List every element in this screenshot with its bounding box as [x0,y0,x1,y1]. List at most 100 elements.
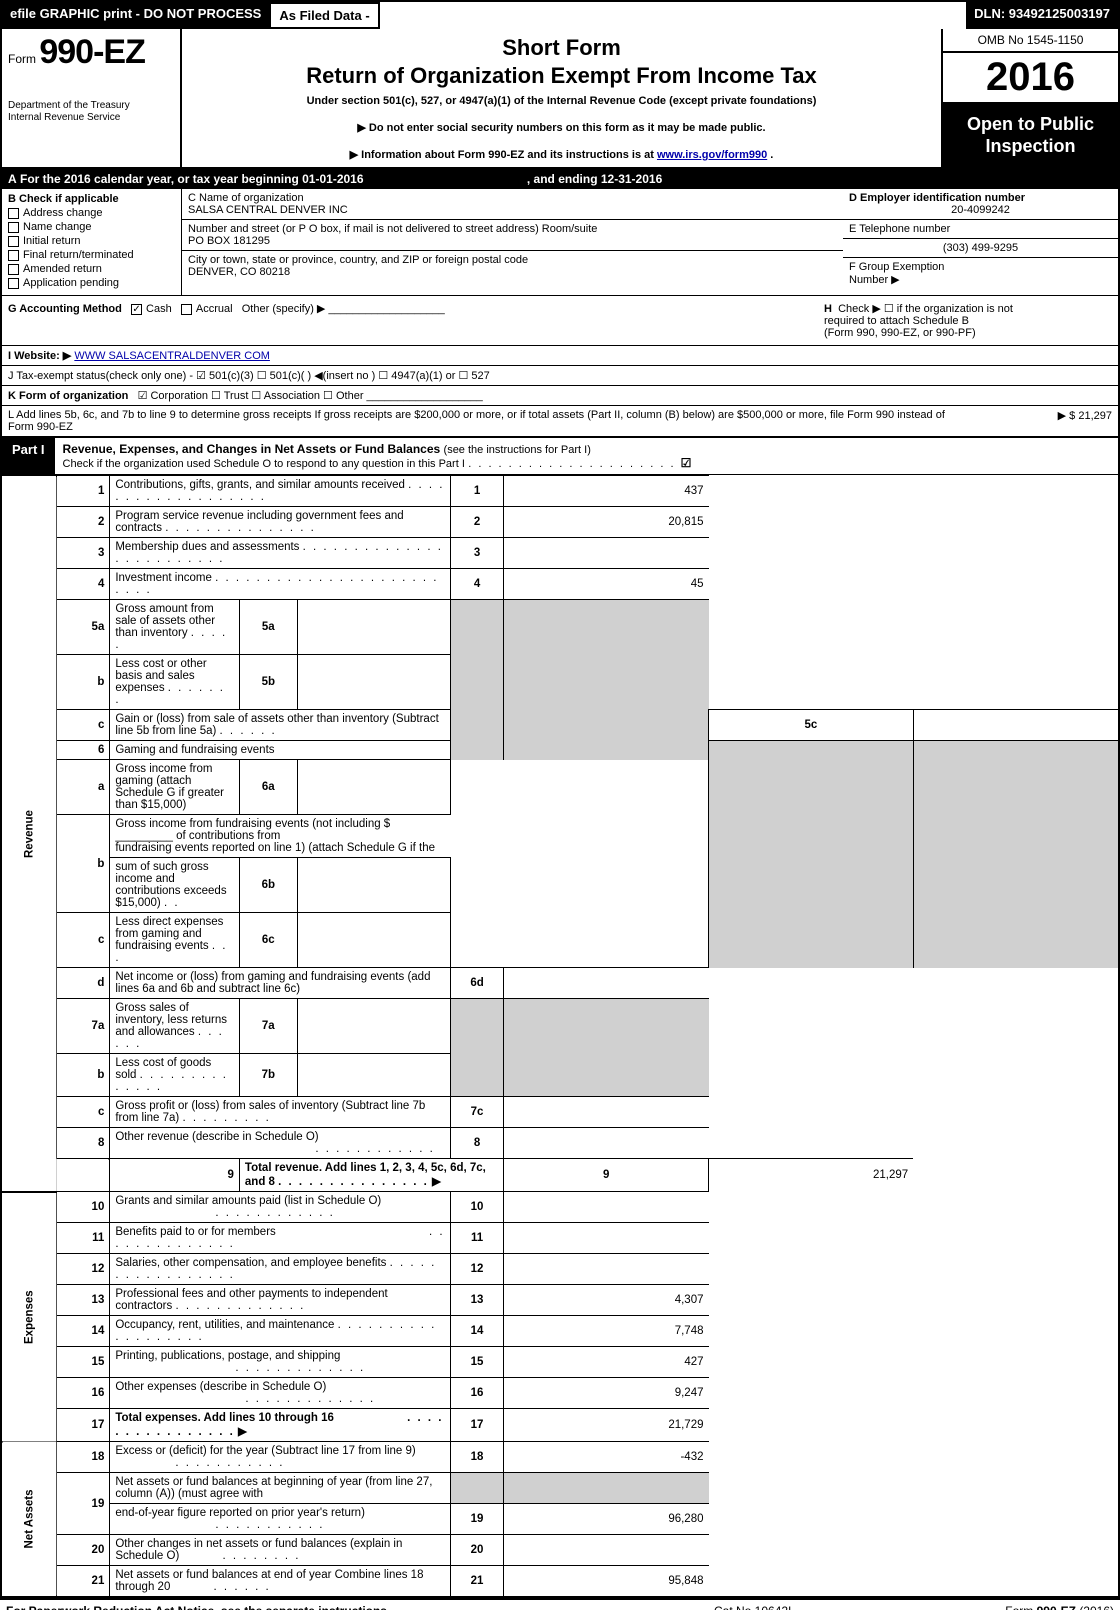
d-14: Occupancy, rent, utilities, and maintena… [115,1319,334,1331]
box-20: 20 [450,1535,504,1566]
amt-1: 437 [504,476,709,507]
header-col1: Form 990-EZ Department of the Treasury I… [2,29,182,167]
part1-sub: (see the instructions for Part I) [444,444,591,456]
box-16: 16 [450,1378,504,1409]
header-col3: OMB No 1545-1150 2016 Open to Public Ins… [943,29,1118,167]
notice-2-link[interactable]: www.irs.gov/form990 [657,149,767,161]
inbox-6a: 6a [239,760,297,815]
B-amended-return[interactable]: Amended return [8,263,175,275]
B-address-change[interactable]: Address change [8,207,175,219]
side-revenue: Revenue [2,476,56,1192]
row-14: 14 Occupancy, rent, utilities, and maint… [2,1316,1118,1347]
amt-6d [504,968,709,999]
d-12: Salaries, other compensation, and employ… [115,1257,386,1269]
footer-right-form: 990-EZ [1037,1604,1076,1610]
header-col2: Short Form Return of Organization Exempt… [182,29,943,167]
K-form-of-org: K Form of organization ☑ Corporation ☐ T… [2,386,1118,406]
side-expenses: Expenses [2,1192,56,1442]
n-13: 13 [56,1285,110,1316]
B-title: B Check if applicable [8,193,175,205]
B-title-text: Check if applicable [19,193,119,205]
n-9: 9 [110,1159,240,1192]
box-1: 1 [450,476,504,507]
amt-14: 7,748 [504,1316,709,1347]
inbox-6b: 6b [239,858,297,913]
d-18: Excess or (deficit) for the year (Subtra… [115,1445,415,1457]
G-accrual: Accrual [196,303,233,315]
box-10: 10 [450,1192,504,1223]
box-6d: 6d [450,968,504,999]
n-6b: b [56,815,110,913]
n-4: 4 [56,569,110,600]
form-990ez: efile GRAPHIC print - DO NOT PROCESS As … [0,0,1120,1598]
d-16: Other expenses (describe in Schedule O) [115,1381,326,1393]
form-prefix: Form [8,52,36,66]
n-3: 3 [56,538,110,569]
E-value: (303) 499-9295 [849,242,1112,254]
row-7a: 7a Gross sales of inventory, less return… [2,999,1118,1054]
row-7c: c Gross profit or (loss) from sales of i… [2,1097,1118,1128]
n-8: 8 [56,1128,110,1159]
notice-2-post: . [770,149,773,161]
B-initial-return[interactable]: Initial return [8,235,175,247]
C-street-label: Number and street (or P O box, if mail i… [188,223,837,235]
greyamt-5 [504,600,709,760]
L-amount: ▶ $ 21,297 [972,409,1112,433]
grey-19 [450,1473,504,1504]
B-name-change[interactable]: Name change [8,221,175,233]
E-phone: E Telephone number [843,220,1118,239]
footer-right-post: (2016) [1076,1604,1114,1610]
greyamt-6 [913,741,1118,968]
H-text1: Check ▶ ☐ if the organization is not [838,303,1013,315]
H-schedule-b: H Check ▶ ☐ if the organization is not r… [818,296,1118,345]
inbox-6c: 6c [239,913,297,968]
n-1: 1 [56,476,110,507]
row-13: 13 Professional fees and other payments … [2,1285,1118,1316]
grey-5 [450,600,504,760]
d-3: Membership dues and assessments [115,541,299,553]
I-link[interactable]: WWW SALSACENTRALDENVER COM [74,350,270,362]
n-11: 11 [56,1223,110,1254]
H-label: H [824,303,832,315]
inboxval-7a [297,999,450,1054]
E-label: E Telephone number [849,223,950,235]
part1-check: Check if the organization used Schedule … [63,458,465,470]
amt-21: 95,848 [504,1566,709,1597]
inbox-5a: 5a [239,600,297,655]
box-3: 3 [450,538,504,569]
D-value: 20-4099242 [849,204,1112,216]
d-8: Other revenue (describe in Schedule O) [115,1131,318,1143]
G-cash-cb[interactable] [131,304,142,315]
n-20: 20 [56,1535,110,1566]
amt-16: 9,247 [504,1378,709,1409]
d-11: Benefits paid to or for members [115,1226,275,1238]
footer-right: Form 990-EZ (2016) [934,1604,1114,1610]
C-street: Number and street (or P O box, if mail i… [182,220,843,251]
grey-6 [709,741,914,968]
B-application-pending[interactable]: Application pending [8,277,175,289]
n-5b: b [56,655,110,710]
d-6b-1: Gross income from fundraising events (no… [115,818,390,830]
d-5c: Gain or (loss) from sale of assets other… [115,713,438,737]
G-accrual-cb[interactable] [181,304,192,315]
form-header: Form 990-EZ Department of the Treasury I… [2,29,1118,169]
row-19b: end-of-year figure reported on prior yea… [2,1504,1118,1535]
d-15: Printing, publications, postage, and shi… [115,1350,340,1362]
box-9: 9 [504,1159,709,1192]
amt-11 [504,1223,709,1254]
side-net: Net Assets [2,1442,56,1597]
box-21: 21 [450,1566,504,1597]
B-final-return[interactable]: Final return/terminated [8,249,175,261]
open-to-public: Open to Public Inspection [943,104,1118,167]
F-label2: Number ▶ [849,273,1112,286]
amt-19: 96,280 [504,1504,709,1535]
section-B: B Check if applicable Address change Nam… [2,189,182,295]
box-15: 15 [450,1347,504,1378]
greyamt-19 [504,1473,709,1504]
d-19-1: Net assets or fund balances at beginning… [110,1473,450,1504]
row-3: 3 Membership dues and assessments . . . … [2,538,1118,569]
n-16: 16 [56,1378,110,1409]
dept-irs: Internal Revenue Service [8,112,174,124]
inboxval-6b [297,858,450,913]
G-other: Other (specify) ▶ [242,303,326,315]
